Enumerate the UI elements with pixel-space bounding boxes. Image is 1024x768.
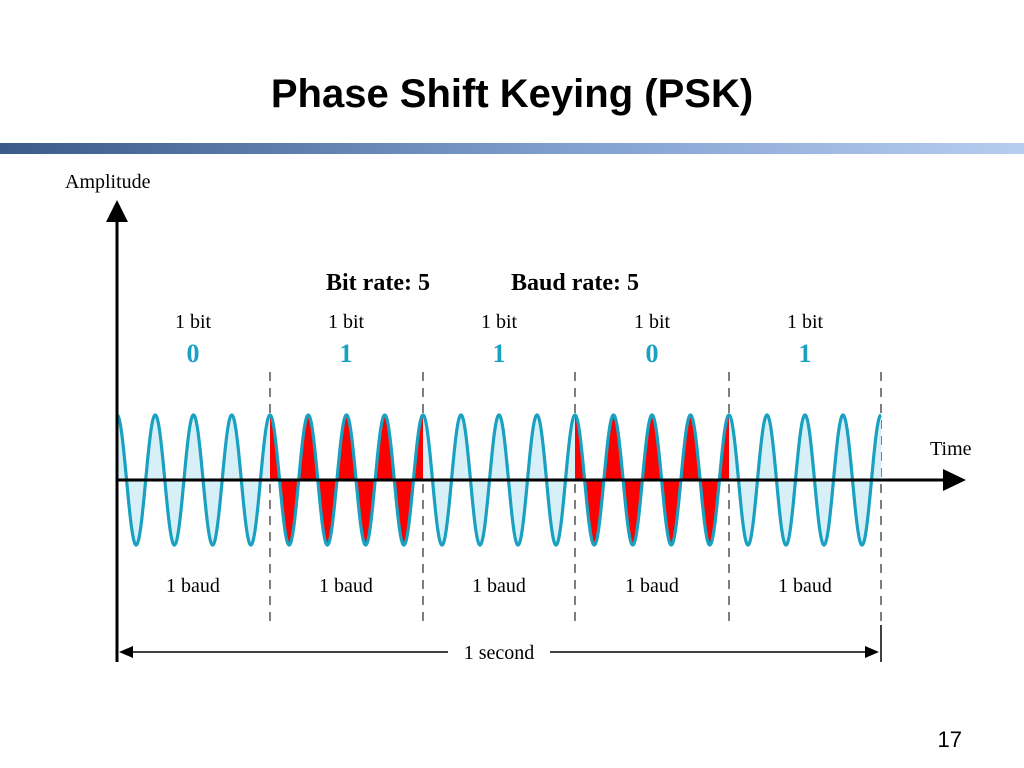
psk-diagram: Amplitude Time Bit rate: 5 Baud rate: 5 …: [65, 171, 972, 664]
waveform-lobe-fill-bottom: [729, 480, 881, 545]
waveform-lobe-fill-top: [729, 415, 881, 480]
bit-unit-label: 1 bit: [175, 311, 212, 333]
bit-value: 1: [493, 339, 506, 368]
bit-unit-labels: 1 bit 1 bit 1 bit 1 bit 1 bit: [175, 311, 824, 333]
psk-waveform: [116, 413, 882, 547]
waveform-lobe-fill-top: [270, 415, 423, 480]
bit-value: 1: [799, 339, 812, 368]
baud-label: 1 baud: [319, 575, 373, 597]
waveform-lobe-fill-top: [575, 415, 729, 480]
waveform-lobe-fill-bottom: [117, 480, 270, 545]
baud-rate-label: Baud rate: 5: [511, 270, 639, 296]
waveform-fill-top: [117, 415, 881, 480]
bit-value: 0: [646, 339, 659, 368]
bit-unit-label: 1 bit: [787, 311, 824, 333]
waveform-lobe-fill-top: [423, 415, 575, 480]
bit-value: 0: [187, 339, 200, 368]
baud-label: 1 baud: [778, 575, 832, 597]
bit-unit-label: 1 bit: [634, 311, 671, 333]
bit-unit-label: 1 bit: [328, 311, 365, 333]
bit-values: 0 1 1 0 1: [187, 339, 812, 368]
baud-labels: 1 baud 1 baud 1 baud 1 baud 1 baud: [166, 575, 832, 597]
waveform-lobe-fill-top: [117, 415, 270, 480]
waveform-lobe-fill-bottom: [423, 480, 575, 545]
baud-label: 1 baud: [472, 575, 526, 597]
baud-label: 1 baud: [625, 575, 679, 597]
waveform-fill-bottom: [117, 480, 881, 545]
page-number: 17: [937, 727, 962, 752]
bit-rate-label: Bit rate: 5: [326, 270, 430, 296]
title-divider-bar: [0, 143, 1024, 154]
duration-label: 1 second: [464, 642, 535, 664]
bit-unit-label: 1 bit: [481, 311, 518, 333]
slide-title: Phase Shift Keying (PSK): [270, 72, 754, 116]
x-axis-label: Time: [930, 438, 972, 460]
bit-boundaries: [269, 372, 882, 625]
waveform-lobe-fill-bottom: [575, 480, 729, 545]
bit-value: 1: [340, 339, 353, 368]
x-axis-arrowhead: [943, 469, 966, 491]
y-axis-arrowhead: [106, 200, 128, 222]
waveform-lobe-fill-bottom: [270, 480, 423, 545]
duration-arrow-left: [119, 646, 133, 658]
duration-measure: 1 second: [119, 625, 882, 664]
baud-label: 1 baud: [166, 575, 220, 597]
y-axis-label: Amplitude: [65, 171, 151, 193]
duration-arrow-right: [865, 646, 879, 658]
